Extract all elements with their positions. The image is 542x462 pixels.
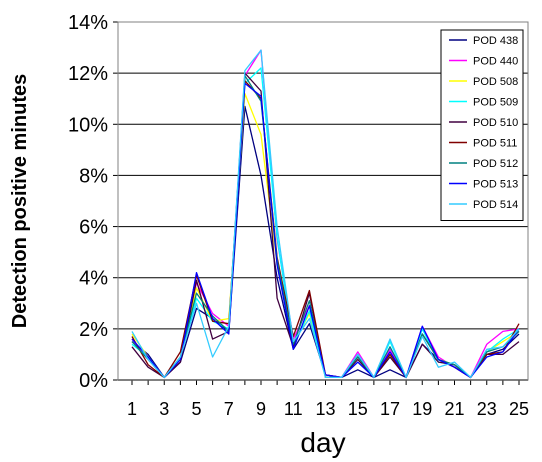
x-tick-label: 7 [224, 399, 234, 419]
y-axis-label: Detection positive minutes [9, 74, 31, 329]
legend-label: POD 512 [473, 158, 518, 170]
x-tick-label: 1 [127, 399, 137, 419]
legend-label: POD 440 [473, 56, 518, 68]
legend-box [440, 29, 524, 221]
legend-label: POD 510 [473, 117, 518, 129]
y-tick-label: 12% [68, 63, 108, 85]
x-tick-label: 17 [380, 399, 400, 419]
series-line [131, 82, 520, 379]
x-tick-label: 13 [315, 399, 335, 419]
y-tick-label: 6% [79, 217, 108, 239]
legend-label: POD 509 [473, 97, 518, 109]
y-tick-label: 4% [79, 268, 108, 290]
plot-area [117, 21, 529, 381]
x-axis-label: day [300, 427, 345, 458]
y-tick-label: 2% [79, 319, 108, 341]
x-tick-label: 11 [284, 399, 303, 419]
x-axis-ticks: 1 3 5 7 9 11 13 15 17 19 21 23 25 [118, 379, 529, 419]
x-tick-label: 23 [477, 399, 497, 419]
legend-label: POD 514 [473, 199, 518, 211]
legend-label: POD 438 [473, 35, 518, 47]
legend-label: POD 513 [473, 179, 518, 191]
y-tick-label: 10% [68, 114, 108, 136]
x-tick-label: 3 [159, 399, 169, 419]
y-tick-label: 8% [79, 165, 108, 187]
x-tick-label: 15 [348, 399, 368, 419]
x-tick-label: 5 [191, 399, 201, 419]
legend-label: POD 508 [473, 76, 518, 88]
x-tick-label: 21 [444, 399, 464, 419]
y-tick-label: 0% [79, 370, 108, 392]
x-tick-label: 19 [412, 399, 432, 419]
y-axis-ticks: 0% 2% 4% 6% 8% 10% 12% 14% [68, 12, 118, 392]
legend-label: POD 511 [473, 138, 517, 150]
legend: POD 438 POD 440 POD 508 POD 509 POD 510 POD 5… [440, 29, 524, 221]
series-lines [131, 49, 520, 379]
y-tick-label: 14% [68, 12, 108, 34]
series-line [131, 49, 520, 379]
x-tick-label: 9 [256, 399, 266, 419]
x-tick-label: 25 [509, 399, 529, 419]
